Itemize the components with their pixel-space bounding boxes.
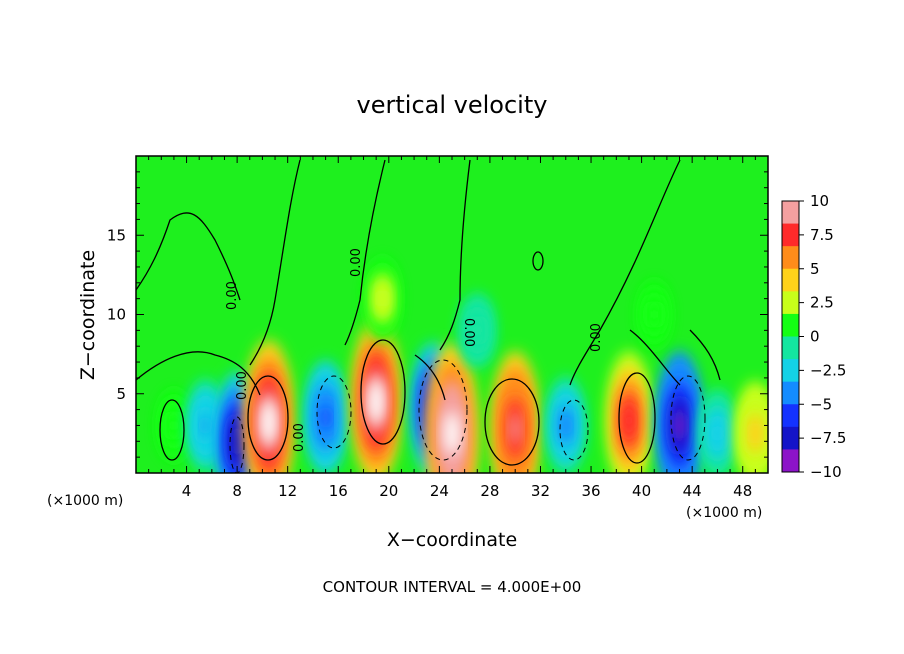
contour-interval-text: CONTOUR INTERVAL = 4.000E+00	[323, 578, 582, 596]
velocity-cell	[321, 406, 330, 430]
x-tick-label: 24	[430, 482, 449, 500]
zero-contours	[136, 159, 721, 466]
velocity-cell	[674, 410, 685, 441]
negative-contour-loop	[418, 359, 468, 461]
colorbar-swatch	[782, 313, 799, 337]
x-tick-label: 44	[683, 482, 702, 500]
colorbar-tick-label: 2.5	[810, 294, 834, 312]
colorbar-swatch	[782, 268, 799, 292]
colorbar-swatch	[782, 246, 799, 270]
x-tick-label: 12	[278, 482, 297, 500]
x-tick-label: 28	[480, 482, 499, 500]
x-tick-label: 32	[531, 482, 550, 500]
zero-contour-line	[569, 159, 681, 386]
x-tick-label: 16	[329, 482, 348, 500]
velocity-cell-core	[260, 400, 277, 445]
colorbar-tick-label: 7.5	[810, 226, 834, 244]
negative-contour-loop	[559, 399, 589, 461]
colorbar-swatch	[782, 449, 799, 473]
zero-contour-line	[249, 159, 301, 366]
colorbar-tick-label: 10	[810, 192, 829, 210]
zero-contour-loop	[532, 251, 544, 271]
colorbar-swatch	[782, 291, 799, 315]
y-tick-label: 5	[116, 385, 126, 403]
velocity-cell	[378, 290, 387, 308]
colorbar-tick-label: 0	[810, 328, 820, 346]
zero-contour-loop	[247, 375, 289, 461]
colorbar-swatch	[782, 426, 799, 450]
contour-label: 0.00	[225, 281, 240, 310]
colorbar-swatch	[782, 336, 799, 360]
velocity-cell	[473, 322, 481, 338]
negative-contour-loop	[670, 375, 706, 461]
colorbar-tick-label: 5	[810, 260, 820, 278]
zero-contour-loop	[159, 399, 185, 461]
colorbar-swatches	[782, 201, 799, 473]
x-axis-ticks: 4 8 12 16 20 24 28 32 36 40 44 48	[148, 156, 756, 500]
contour-label: 0.00	[461, 318, 476, 347]
contour-label: 0.00	[589, 323, 604, 352]
y-tick-label: 10	[107, 306, 126, 324]
chart-title: vertical velocity	[357, 91, 548, 119]
zero-contour-loop	[618, 372, 656, 464]
x-unit-note-right: (×1000 m)	[686, 505, 762, 521]
zero-contour-line	[414, 354, 446, 401]
colorbar-tick-label: −7.5	[810, 429, 846, 447]
velocity-cell	[510, 413, 521, 445]
zero-contour-line	[136, 212, 241, 301]
x-unit-note-left: (×1000 m)	[47, 493, 123, 509]
velocity-cell	[650, 307, 658, 322]
zero-contour-line	[629, 329, 681, 386]
zero-contour-line	[439, 159, 471, 351]
x-tick-label: 20	[379, 482, 398, 500]
velocity-cell	[561, 415, 570, 436]
zero-contour-line	[689, 329, 721, 381]
colorbar-tick-label: −5	[810, 395, 832, 413]
velocity-cell	[713, 424, 722, 443]
velocity-cell-core	[368, 379, 385, 424]
colorbar: 10 7.5 5 2.5 0 −2.5 −5 −7.5 −10	[781, 192, 846, 481]
x-axis-label: X−coordinate	[387, 529, 517, 551]
negative-contour-loop	[316, 375, 352, 449]
x-tick-label: 48	[733, 482, 752, 500]
x-tick-label: 8	[232, 482, 242, 500]
colorbar-tick-label: −2.5	[810, 361, 846, 379]
zero-contour-line	[344, 159, 386, 346]
velocity-cell	[624, 406, 634, 435]
plot-area: 0.00 0.00 0.00 0.00 0.00 0.00	[135, 155, 769, 474]
contour-labels: 0.00 0.00 0.00 0.00 0.00 0.00	[225, 248, 604, 452]
velocity-cell	[201, 415, 210, 435]
zero-contour-loop	[484, 378, 540, 466]
contour-label: 0.00	[235, 371, 250, 400]
colorbar-swatch	[782, 223, 799, 247]
velocity-cell-core	[444, 411, 460, 456]
x-tick-label: 4	[182, 482, 192, 500]
x-tick-label: 40	[632, 482, 651, 500]
velocity-cell	[751, 422, 760, 444]
colorbar-swatch	[782, 404, 799, 428]
colorbar-ticks: 10 7.5 5 2.5 0 −2.5 −5 −7.5 −10	[799, 192, 846, 481]
colorbar-swatch	[782, 381, 799, 405]
negative-contour-loop	[229, 416, 245, 473]
y-tick-label: 15	[107, 226, 126, 244]
negative-contours	[229, 359, 706, 473]
colorbar-tick-label: −10	[810, 463, 842, 481]
y-axis-label: Z−coordinate	[77, 250, 99, 380]
zero-contour-loop	[360, 339, 406, 445]
velocity-field	[156, 256, 768, 473]
colorbar-swatch	[782, 359, 799, 383]
velocity-cell	[170, 418, 178, 433]
colorbar-swatch	[782, 201, 799, 225]
contour-label: 0.00	[292, 423, 307, 452]
contour-label: 0.00	[349, 248, 364, 277]
y-axis-ticks: 5 10 15	[107, 171, 768, 458]
x-tick-label: 36	[581, 482, 600, 500]
velocity-cell	[232, 427, 242, 456]
zero-contour-line	[136, 351, 261, 396]
